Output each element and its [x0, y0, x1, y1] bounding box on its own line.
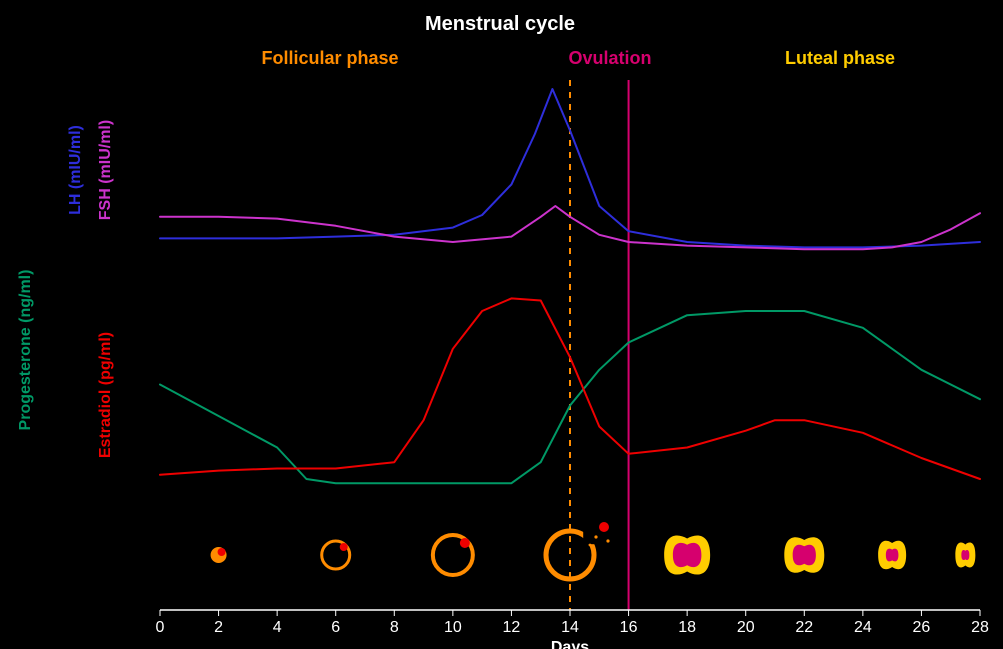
y-label-prog: Progesterone (ng/ml) [17, 270, 34, 431]
x-tick-label: 10 [444, 619, 462, 636]
x-tick-label: 22 [795, 619, 813, 636]
follicle-stage-0 [211, 547, 227, 563]
follicle-stage-4 [664, 535, 710, 574]
x-tick-label: 24 [854, 619, 872, 636]
x-tick-label: 26 [913, 619, 931, 636]
x-tick-label: 4 [273, 619, 282, 636]
phase-label-ovulation: Ovulation [568, 48, 651, 68]
y-label-fsh: FSH (mIU/ml) [97, 120, 114, 220]
x-tick-label: 28 [971, 619, 989, 636]
follicle-stage-6 [878, 541, 906, 569]
x-tick-label: 20 [737, 619, 755, 636]
follicle-stage-7 [955, 543, 975, 568]
x-tick-label: 6 [331, 619, 340, 636]
x-tick-label: 8 [390, 619, 399, 636]
phase-label-follicular: Follicular phase [261, 48, 398, 68]
x-axis-label: Days [551, 639, 589, 649]
y-label-estr: Estradiol (pg/ml) [97, 332, 114, 458]
x-tick-label: 16 [620, 619, 638, 636]
x-tick-label: 18 [678, 619, 696, 636]
follicle-stage-5 [784, 537, 824, 573]
x-tick-label: 14 [561, 619, 579, 636]
chart-title: Menstrual cycle [425, 13, 575, 35]
x-tick-label: 2 [214, 619, 223, 636]
y-label-lh: LH (mIU/ml) [67, 125, 84, 215]
x-tick-label: 0 [156, 619, 165, 636]
phase-label-luteal: Luteal phase [785, 48, 895, 68]
x-tick-label: 12 [503, 619, 521, 636]
